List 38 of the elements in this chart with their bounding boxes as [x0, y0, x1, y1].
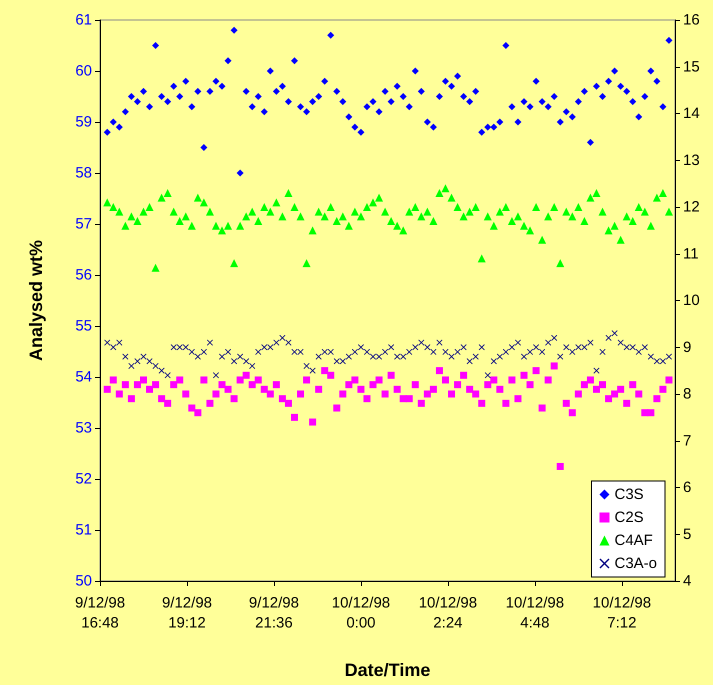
y2-tick-label: 5: [683, 526, 692, 543]
y-tick-label: 57: [75, 216, 92, 232]
y2-tick-label: 7: [683, 432, 692, 450]
y2-tick-label: 13: [683, 152, 700, 169]
y-tick-label: 50: [75, 572, 92, 590]
y2-tick-label: 9: [683, 338, 692, 356]
x-tick-label: 10/12/98 7:12: [592, 594, 652, 632]
y2-tick-label: 16: [683, 12, 700, 28]
y-tick-label: 51: [75, 522, 92, 538]
y2-tick-label: 4: [683, 572, 692, 590]
x-tick-label: 10/12/98 0:00: [332, 594, 390, 632]
y2-tick-label: 8: [683, 386, 692, 402]
y2-tick-label: 10: [683, 292, 700, 309]
y-tick-label: 60: [75, 62, 92, 80]
legend-label: C4AF: [614, 532, 653, 549]
legend-label: C3A-o: [614, 555, 658, 572]
y2-tick-label: 6: [683, 479, 692, 496]
y-tick-label: 59: [75, 114, 92, 130]
y-tick-label: 52: [75, 470, 92, 488]
x-axis-title: Date/Time: [344, 660, 430, 680]
y-tick-label: 55: [75, 318, 92, 334]
x-tick-label: 9/12/98 16:48: [74, 594, 126, 632]
legend-label: C2S: [614, 509, 644, 526]
y2-tick-label: 14: [683, 105, 700, 122]
y2-tick-label: 15: [683, 58, 700, 76]
x-tick-label: 10/12/98 2:24: [418, 594, 478, 632]
y2-tick-label: 11: [683, 245, 699, 262]
y-tick-label: 53: [75, 420, 92, 436]
y-axis-title: Analysed wt%: [26, 240, 46, 362]
x-tick-label: 9/12/98 19:12: [162, 594, 212, 632]
y-tick-label: 58: [75, 164, 92, 182]
y-tick-label: 61: [75, 12, 92, 28]
y-tick-label: 54: [75, 368, 92, 386]
x-tick-label: 10/12/98 4:48: [506, 594, 564, 632]
y2-tick-label: 12: [683, 198, 700, 216]
y-tick-label: 56: [75, 266, 92, 284]
legend-label: C3S: [614, 486, 644, 503]
x-tick-label: 9/12/98 21:36: [248, 594, 299, 632]
